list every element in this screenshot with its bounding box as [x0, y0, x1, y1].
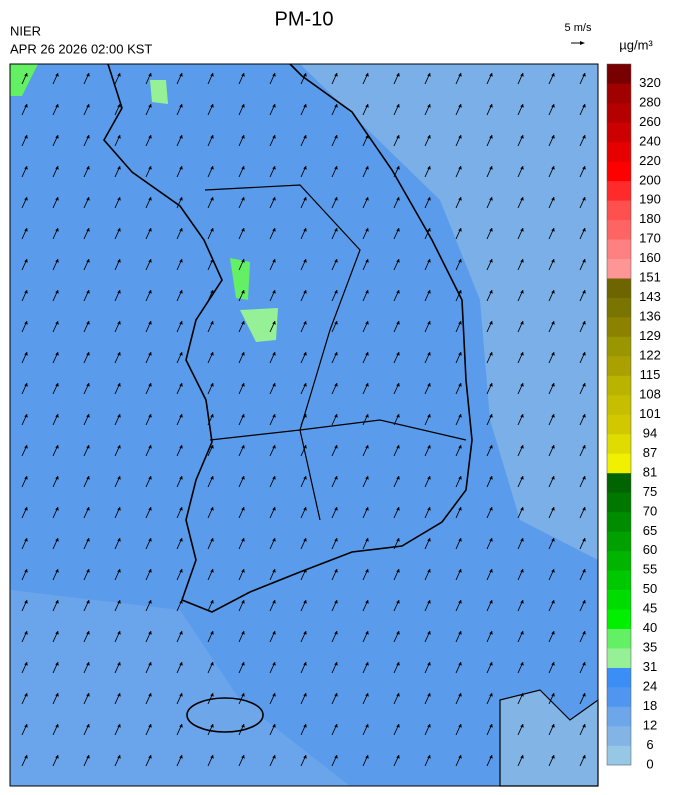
colorbar-segment	[607, 570, 631, 591]
colorbar-segment	[607, 102, 631, 123]
wind-scale-arrow	[571, 41, 585, 45]
wind-vectors	[10, 64, 598, 786]
colorbar-segment	[607, 433, 631, 454]
colorbar-segment	[607, 589, 631, 610]
colorbar-label: 60	[643, 542, 657, 557]
colorbar-label: 260	[639, 114, 661, 129]
colorbar-label: 12	[643, 717, 657, 732]
colorbar-segment	[607, 180, 631, 201]
colorbar-label: 55	[643, 562, 657, 577]
colorbar-segment	[607, 414, 631, 435]
colorbar-label: 75	[643, 484, 657, 499]
colorbar-label: 108	[639, 386, 661, 401]
colorbar-label: 136	[639, 309, 661, 324]
colorbar-segment	[607, 141, 631, 162]
colorbar-label: 101	[639, 406, 661, 421]
colorbar-label: 31	[643, 659, 657, 674]
colorbar-label: 240	[639, 133, 661, 148]
colorbar-segment	[607, 356, 631, 376]
colorbar-segment	[607, 726, 631, 746]
colorbar-label: 280	[639, 94, 661, 109]
colorbar-segment	[607, 453, 631, 474]
datetime: APR 26 2026 02:00 KST	[10, 41, 152, 56]
colorbar-label: 143	[639, 289, 661, 304]
agency: NIER	[10, 23, 41, 38]
colorbar-unit: µg/m³	[619, 37, 653, 52]
colorbar-segment	[607, 706, 631, 727]
colorbar-segment	[607, 648, 631, 668]
colorbar-label: 94	[643, 425, 657, 440]
colorbar-segment	[607, 64, 631, 84]
colorbar-label: 160	[639, 250, 661, 265]
colorbar-segment	[607, 278, 631, 298]
colorbar-segment	[607, 200, 631, 221]
colorbar-segment	[607, 161, 631, 182]
colorbar-segment	[607, 745, 631, 766]
colorbar-label: 70	[643, 503, 657, 518]
colorbar-label: 0	[646, 756, 653, 771]
colorbar-label: 35	[643, 640, 657, 655]
colorbar-label: 6	[646, 737, 653, 752]
colorbar-label: 115	[640, 367, 661, 382]
colorbar-segment	[607, 687, 631, 707]
colorbar-label: 87	[643, 445, 657, 460]
colorbar-label: 18	[643, 698, 657, 713]
colorbar-segment	[607, 83, 631, 104]
map-frame	[9, 63, 599, 787]
colorbar-label: 151	[639, 270, 661, 285]
colorbar-segment	[607, 609, 631, 629]
map-title: PM-10	[275, 8, 334, 30]
colorbar-label: 170	[639, 231, 661, 246]
colorbar-label: 81	[643, 464, 657, 479]
colorbar-label: 220	[639, 153, 661, 168]
colorbar-label: 200	[639, 172, 661, 187]
colorbar-label: 50	[643, 581, 657, 596]
colorbar-label: 180	[639, 211, 661, 226]
colorbar-segment	[607, 667, 631, 688]
colorbar-label: 40	[643, 620, 657, 635]
colorbar-label: 65	[643, 523, 657, 538]
colorbar-label: 320	[639, 75, 661, 90]
map	[9, 63, 599, 787]
colorbar-segment	[607, 628, 631, 649]
colorbar-label: 45	[643, 601, 657, 616]
colorbar-segment	[607, 395, 631, 415]
colorbar-segment	[607, 492, 631, 513]
colorbar-segment	[607, 511, 631, 532]
colorbar-segment	[607, 219, 631, 240]
colorbar-segment	[607, 531, 631, 552]
colorbar-label: 24	[643, 679, 657, 694]
colorbar-label: 122	[639, 348, 661, 363]
colorbar-segment	[607, 375, 631, 396]
colorbar-frame	[606, 63, 632, 766]
colorbar-label: 129	[639, 328, 661, 343]
wind-scale-label: 5 m/s	[565, 22, 592, 34]
colorbar-segment	[607, 550, 631, 571]
colorbar-label: 190	[639, 192, 661, 207]
colorbar: 0 6 12 18 24 31 35 40 45 50 55 60 65 70 75 81 87 94 101 108…	[606, 63, 661, 771]
colorbar-segment	[607, 336, 631, 357]
colorbar-segment	[607, 122, 631, 143]
colorbar-segment	[607, 258, 631, 279]
colorbar-segment	[607, 239, 631, 260]
colorbar-segment	[607, 472, 631, 493]
colorbar-segment	[607, 317, 631, 337]
colorbar-segment	[607, 297, 631, 318]
